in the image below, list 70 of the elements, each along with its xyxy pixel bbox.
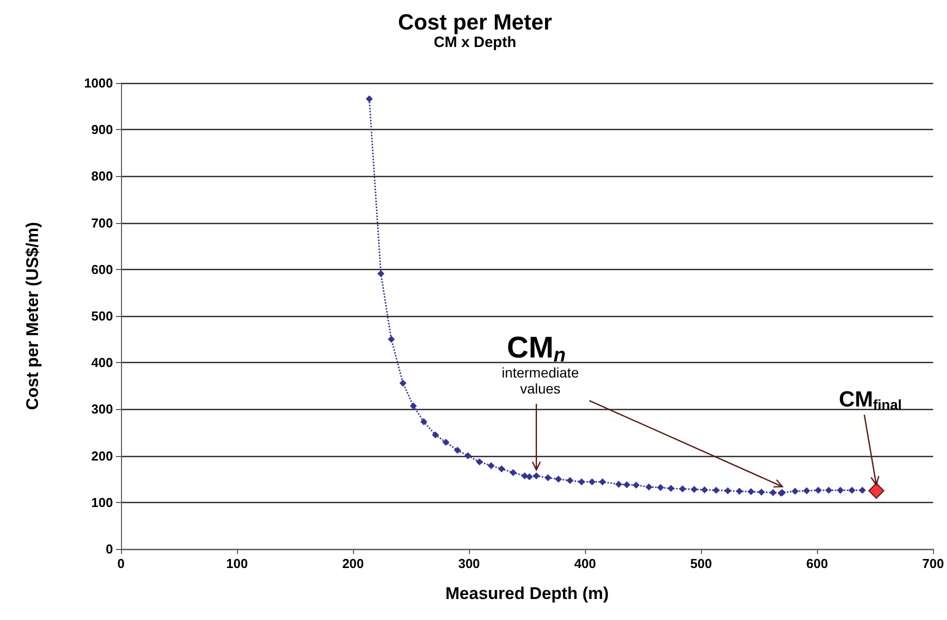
- x-tick-label: 600: [806, 556, 828, 571]
- point: [690, 486, 698, 493]
- point: [679, 485, 686, 492]
- y-axis-title: Cost per Meter (US$/m): [23, 222, 42, 410]
- y-tick-label: 300: [91, 402, 113, 417]
- point: [645, 484, 652, 491]
- point: [488, 462, 495, 470]
- point: [476, 458, 484, 466]
- point: [667, 484, 674, 492]
- point: [825, 486, 832, 494]
- y-tick-label: 100: [91, 494, 113, 510]
- point: [615, 480, 622, 488]
- point: [803, 487, 810, 494]
- point: [770, 489, 777, 496]
- point: [454, 446, 461, 454]
- point: [736, 488, 743, 495]
- point: [366, 95, 373, 102]
- point: [566, 477, 574, 484]
- x-tick-label: 700: [922, 556, 944, 571]
- point: [388, 336, 395, 343]
- annotation: intermediate values: [502, 364, 580, 397]
- point: [442, 438, 450, 446]
- point: [432, 431, 439, 438]
- point: [420, 418, 428, 426]
- x-tick-label: 100: [226, 556, 248, 571]
- point: [554, 476, 562, 483]
- point: [588, 478, 596, 486]
- y-tick-label: 1000: [84, 76, 113, 90]
- point: [598, 478, 606, 486]
- point: [858, 486, 866, 494]
- point: [712, 486, 720, 494]
- point: [792, 488, 799, 495]
- y-tick-label: 900: [91, 122, 113, 138]
- point: [814, 486, 822, 494]
- point: [758, 488, 765, 496]
- x-tick-label: 500: [690, 556, 712, 571]
- point: [526, 473, 533, 480]
- point: [377, 270, 384, 278]
- x-tick-label: 0: [117, 556, 125, 571]
- point: [836, 486, 844, 494]
- point: [848, 486, 856, 494]
- point: [724, 487, 732, 494]
- point: [868, 482, 884, 499]
- point: [748, 488, 754, 496]
- point: [623, 481, 630, 488]
- point: [464, 452, 472, 460]
- point: [410, 402, 417, 410]
- y-tick-label: 400: [91, 355, 113, 370]
- point: [578, 478, 586, 486]
- y-tick-label: 600: [91, 262, 113, 277]
- chart-subtitle: CM x Depth: [434, 34, 516, 51]
- y-tick-label: 200: [91, 448, 113, 464]
- x-tick-label: 200: [342, 556, 364, 571]
- y-tick-label: 500: [91, 308, 113, 324]
- point: [510, 469, 517, 476]
- chart-title: Cost per Meter: [398, 10, 552, 34]
- point: [532, 472, 540, 480]
- point: [521, 472, 528, 480]
- x-tick-label: 300: [458, 556, 480, 571]
- point: [399, 380, 406, 387]
- point: [657, 484, 664, 491]
- point: [632, 482, 640, 489]
- y-tick-label: 800: [91, 168, 113, 184]
- point: [498, 465, 506, 472]
- point: [544, 474, 552, 482]
- x-axis-title: Measured Depth (m): [445, 584, 609, 603]
- point: [701, 486, 708, 494]
- x-tick-label: 400: [574, 556, 596, 571]
- y-tick-label: 700: [91, 215, 113, 230]
- y-tick-label: 0: [106, 542, 113, 556]
